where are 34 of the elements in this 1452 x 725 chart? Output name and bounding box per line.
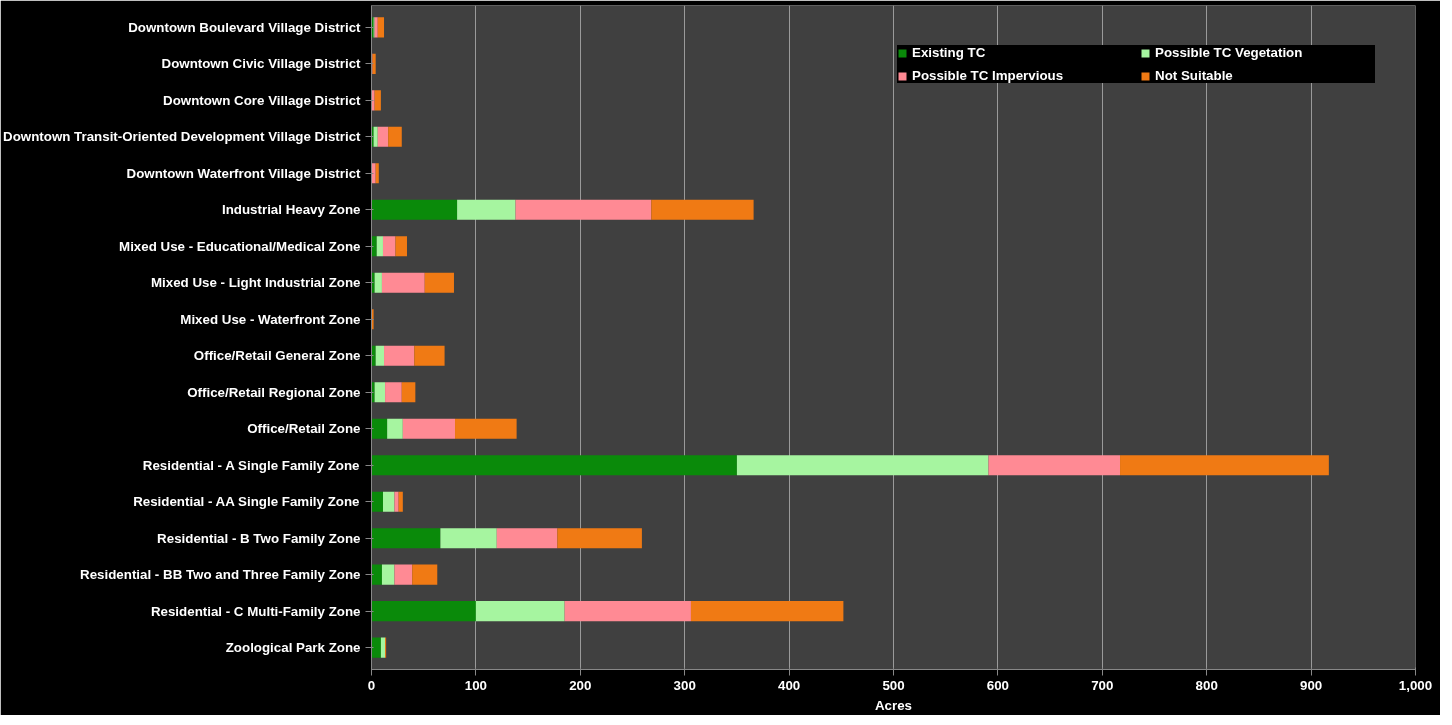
y-tick-label: Residential - BB Two and Three Family Zone [80, 567, 361, 583]
y-tick-label: Downtown Core Village District [163, 92, 362, 108]
x-tick-label: 500 [882, 677, 905, 693]
y-tick-label: Downtown Transit-Oriented Development Village District [3, 129, 362, 145]
y-tick-label: Residential - C Multi-Family Zone [150, 603, 361, 619]
y-tick-label: Downtown Waterfront Village District [126, 165, 362, 181]
legend-label: Possible TC Vegetation [1155, 45, 1304, 60]
legend-label: Not Suitable [1155, 68, 1234, 83]
y-tick-label: Downtown Boulevard Village District [128, 19, 362, 35]
x-tick-label: 700 [1091, 677, 1114, 693]
y-tick-label: Zoological Park Zone [225, 640, 361, 656]
legend-label: Existing TC [912, 45, 987, 60]
y-tick-label: Office/Retail Zone [247, 421, 361, 437]
y-tick-label: Residential - A Single Family Zone [142, 457, 360, 473]
x-tick-label: 1,000 [1398, 677, 1433, 693]
x-tick-label: 0 [367, 677, 376, 693]
x-tick-label: 400 [777, 677, 801, 693]
y-tick-label: Industrial Heavy Zone [222, 202, 361, 218]
x-tick-label: 200 [569, 677, 592, 693]
x-tick-label: 800 [1195, 677, 1218, 693]
x-tick-label: 600 [986, 677, 1010, 693]
y-tick-label: Office/Retail Regional Zone [187, 384, 361, 400]
x-tick-label: 300 [673, 677, 696, 693]
legend-label: Possible TC Impervious [912, 68, 1065, 83]
y-tick-label: Mixed Use - Waterfront Zone [180, 311, 361, 327]
x-axis-title: Acres [874, 697, 913, 713]
y-tick-label: Residential - AA Single Family Zone [133, 494, 360, 510]
x-tick-label: 900 [1299, 677, 1323, 693]
y-tick-label: Downtown Civic Village District [161, 56, 362, 72]
y-tick-label: Mixed Use - Educational/Medical Zone [119, 238, 361, 254]
y-tick-label: Office/Retail General Zone [193, 348, 361, 364]
y-tick-label: Residential - B Two Family Zone [157, 530, 361, 546]
y-tick-label: Mixed Use - Light Industrial Zone [150, 275, 361, 291]
x-tick-label: 100 [464, 677, 488, 693]
